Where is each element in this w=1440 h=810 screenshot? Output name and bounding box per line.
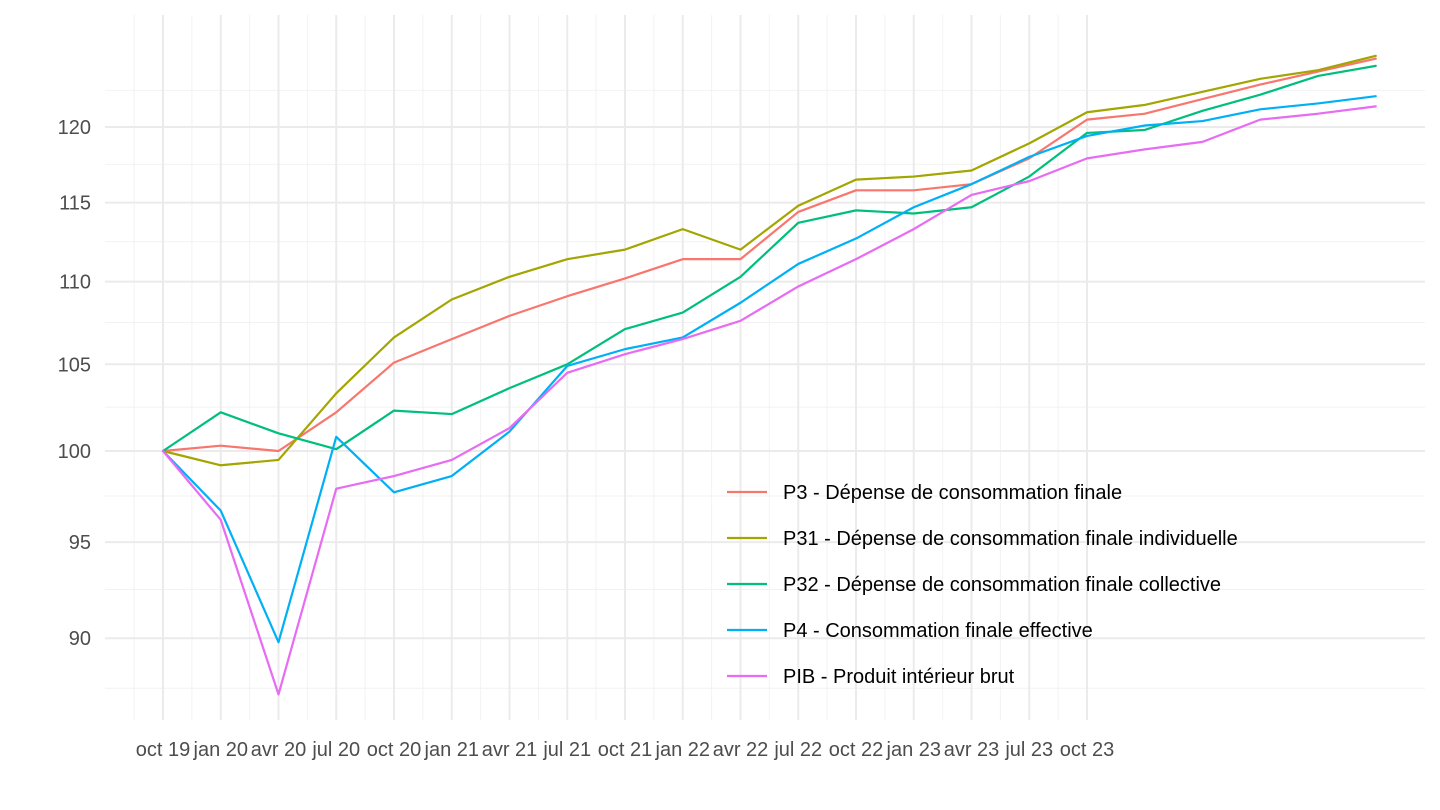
y-tick-label-90: 90	[69, 628, 91, 650]
minor-horizontal-gridlines	[105, 89, 1425, 689]
x-tick-label-oct-20: oct 20	[367, 739, 421, 761]
x-tick-label-avr-21: avr 21	[482, 739, 538, 761]
legend-label-5: PIB - Produit intérieur brut	[783, 666, 1015, 688]
x-tick-label-oct-23: oct 23	[1060, 739, 1114, 761]
series-lines	[161, 54, 1377, 696]
y-tick-label-120: 120	[58, 117, 91, 139]
minor-vertical-gridlines	[133, 15, 1059, 720]
y-tick-label-115: 115	[59, 193, 91, 215]
y-tick-label-100: 100	[58, 441, 91, 463]
x-tick-label-oct-21: oct 21	[598, 739, 652, 761]
series-line-1	[161, 57, 1377, 453]
series-line-5	[161, 105, 1377, 696]
x-tick-label-jan-22: jan 22	[655, 739, 711, 761]
x-axis-tick-labels: oct 19 jan 20 avr 20 jul 20 oct 20 jan 21 avr …	[136, 739, 1114, 761]
series-line-3	[161, 64, 1377, 453]
x-tick-label-oct-19: oct 19	[136, 739, 190, 761]
legend: P3 - Dépense de consommation finale P31 -…	[727, 482, 1238, 688]
series-line-2	[161, 54, 1377, 467]
x-tick-label-jul-21: jul 21	[542, 739, 591, 761]
x-tick-label-oct-22: oct 22	[829, 739, 883, 761]
legend-label-1: P3 - Dépense de consommation finale	[783, 482, 1122, 504]
y-tick-label-105: 105	[58, 354, 91, 376]
major-horizontal-gridlines	[105, 126, 1425, 640]
x-tick-label-jan-23: jan 23	[886, 739, 942, 761]
y-axis-tick-labels: 90 95 100 105 110 115 120	[58, 117, 91, 650]
x-tick-label-avr-23: avr 23	[944, 739, 1000, 761]
x-tick-label-avr-20: avr 20	[251, 739, 307, 761]
legend-label-2: P31 - Dépense de consommation finale ind…	[783, 528, 1238, 550]
x-tick-label-jul-20: jul 20	[311, 739, 360, 761]
x-tick-label-jul-22: jul 22	[773, 739, 822, 761]
series-line-4	[161, 95, 1377, 644]
y-tick-label-95: 95	[69, 532, 91, 554]
x-tick-label-avr-22: avr 22	[713, 739, 769, 761]
legend-label-4: P4 - Consommation finale effective	[783, 620, 1093, 642]
y-tick-label-110: 110	[59, 272, 91, 294]
legend-label-3: P32 - Dépense de consommation finale col…	[783, 574, 1221, 596]
x-tick-label-jan-20: jan 20	[193, 739, 249, 761]
x-tick-label-jan-21: jan 21	[424, 739, 480, 761]
x-tick-label-jul-23: jul 23	[1004, 739, 1053, 761]
